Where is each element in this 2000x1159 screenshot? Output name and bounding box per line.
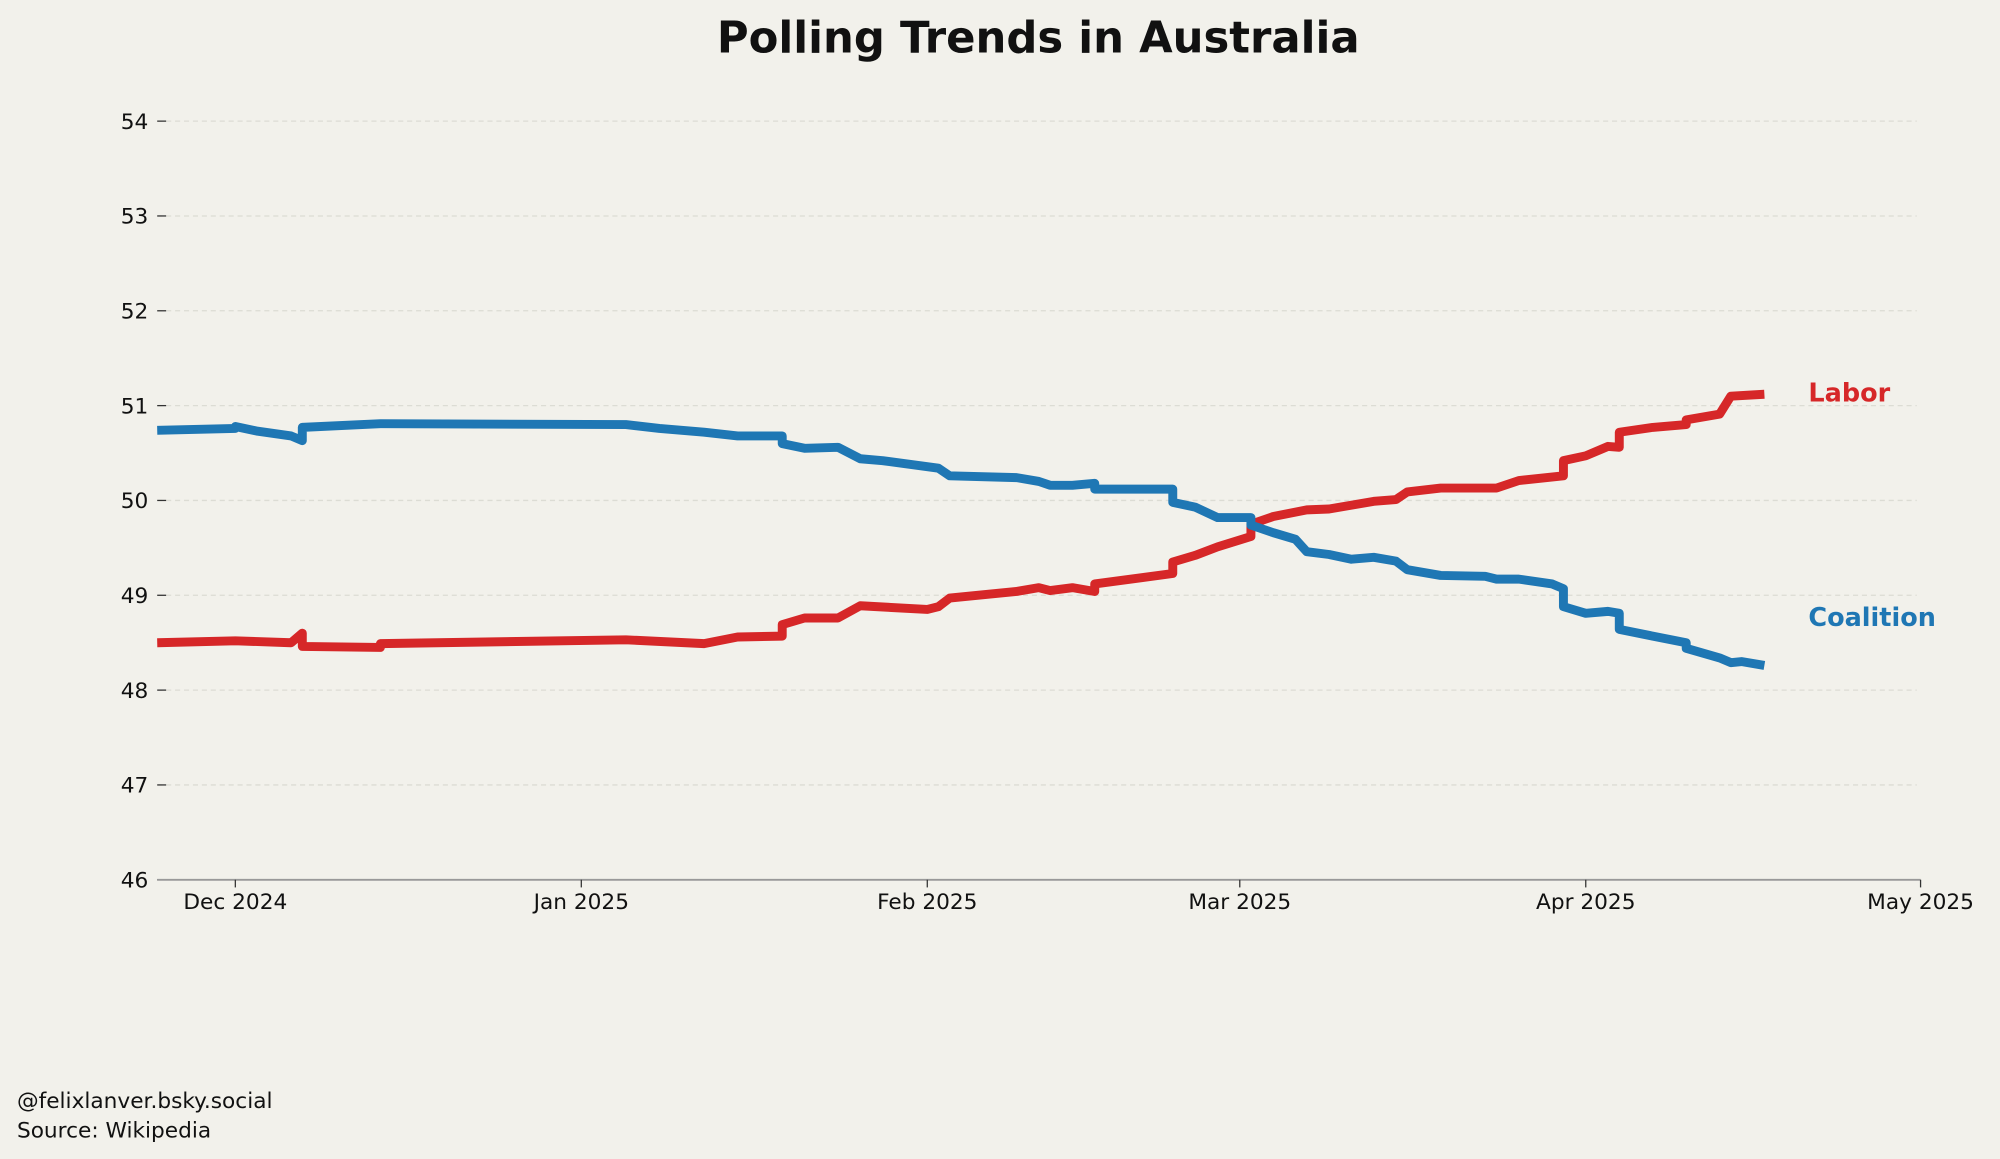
x-tick-label: Dec 2024 [183, 890, 287, 915]
y-tick-label: 50 [121, 489, 149, 514]
y-tick-label: 52 [121, 299, 149, 324]
x-axis: Dec 2024 Jan 2025 Feb 2025 Mar 2025 Apr 2025… [157, 878, 1974, 915]
y-tick-label: 48 [121, 679, 149, 704]
y-tick-label: 47 [121, 774, 149, 799]
y-tick-label: 49 [121, 584, 149, 609]
series-label-labor: Labor [1808, 379, 1890, 409]
y-tick-label: 54 [121, 110, 149, 135]
x-tick-label: Apr 2025 [1536, 890, 1635, 915]
x-tick-label: Mar 2025 [1188, 890, 1291, 915]
y-tick-label: 46 [121, 868, 149, 893]
y-tick-label: 53 [121, 205, 149, 230]
chart-title: Polling Trends in Australia [717, 13, 1360, 63]
y-axis: 46 47 48 49 50 51 52 53 54 [121, 110, 167, 893]
series-lines [157, 389, 1766, 670]
gridlines [157, 120, 1917, 786]
y-tick-label: 51 [121, 394, 149, 419]
series-label-coalition: Coalition [1808, 603, 1936, 633]
x-tick-label: Feb 2025 [877, 890, 977, 915]
x-tick-label: Jan 2025 [532, 890, 629, 915]
footer-credit: @felixlanver.bsky.social [17, 1089, 273, 1114]
series-line-labor [157, 389, 1765, 652]
series-line-coalition [157, 419, 1766, 670]
footer-source: Source: Wikipedia [17, 1118, 211, 1143]
x-tick-label: May 2025 [1867, 890, 1974, 915]
